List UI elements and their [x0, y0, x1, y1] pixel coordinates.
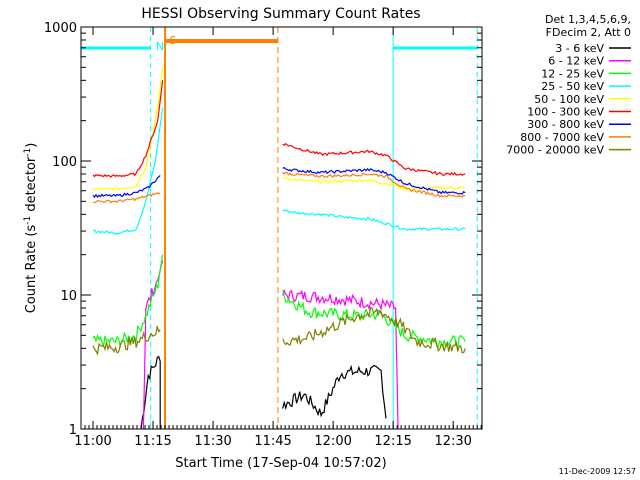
y-axis-label-sup2: -1: [23, 148, 33, 157]
series-line-5-seg-1: [282, 142, 466, 177]
y-axis-label: Count Rate (s-1 detector-1): [23, 143, 39, 314]
night-flag-label: N: [156, 40, 164, 53]
series-line-5-seg-0: [92, 80, 164, 178]
legend-label-6: 300 - 800 keV: [527, 118, 604, 131]
legend-label-0: 3 - 6 keV: [555, 42, 604, 55]
series-line-7-seg-1: [282, 171, 466, 198]
y-axis-label-part3: ): [24, 143, 39, 148]
series-line-6-seg-1: [282, 166, 466, 195]
series-line-4-seg-0: [92, 67, 164, 191]
y-axis-label-part1: Count Rate (s: [24, 225, 39, 314]
series-line-0-seg-1: [282, 364, 387, 419]
series-line-3-seg-1: [282, 209, 466, 232]
legend-label-7: 800 - 7000 keV: [520, 131, 604, 144]
legend-header-1: FDecim 2, Att 0: [546, 26, 631, 39]
legend-label-5: 100 - 300 keV: [527, 106, 604, 119]
x-tick-label-1: 11:15: [134, 434, 171, 449]
series-line-4-seg-1: [282, 176, 466, 191]
series-line-6-seg-0: [92, 175, 161, 199]
series-line-8-seg-0: [92, 326, 161, 356]
series-line-7-seg-0: [92, 192, 161, 204]
plot-area: [92, 67, 466, 430]
legend-label-2: 12 - 25 keV: [541, 67, 604, 80]
legend-header-0: Det 1,3,4,5,6,9,: [545, 13, 631, 26]
y-tick-label-3: 1000: [44, 21, 77, 36]
legend-label-4: 50 - 100 keV: [534, 93, 604, 106]
legend: Det 1,3,4,5,6,9,FDecim 2, Att 0 3 - 6 keV…: [506, 13, 631, 157]
series-line-3-seg-0: [92, 107, 164, 235]
legend-label-8: 7000 - 20000 keV: [506, 144, 604, 157]
series-line-1-seg-1: [282, 288, 399, 430]
axis-ticks: 11:00 11:15 11:30 11:45 12:00 12:15 12:30 1 10 10…: [44, 21, 482, 449]
y-axis-label-part2: detector: [24, 156, 39, 216]
footer-timestamp: 11-Dec-2009 12:57: [559, 467, 636, 476]
y-axis-label-sup1: -1: [23, 216, 33, 225]
plot-frame: [80, 26, 483, 430]
series-line-0-seg-0: [140, 355, 161, 430]
x-tick-label-6: 12:30: [434, 434, 471, 449]
y-tick-label-1: 10: [60, 289, 77, 304]
series-line-8-seg-1: [282, 306, 466, 354]
y-tick-label-2: 100: [52, 155, 77, 170]
x-tick-label-4: 12:00: [314, 434, 351, 449]
chart-title: HESSI Observing Summary Count Rates: [141, 6, 420, 22]
x-axis-label: Start Time (17-Sep-04 10:57:02): [175, 456, 386, 471]
series-line-2-seg-0: [92, 254, 164, 349]
saa-flag-label: S: [170, 34, 177, 47]
y-tick-label-0: 1: [69, 423, 77, 438]
x-tick-label-5: 12:15: [374, 434, 411, 449]
x-tick-label-0: 11:00: [74, 434, 111, 449]
x-tick-label-3: 11:45: [254, 434, 291, 449]
legend-label-1: 6 - 12 keV: [548, 55, 604, 68]
series-line-2-seg-1: [282, 290, 466, 350]
legend-label-3: 25 - 50 keV: [541, 80, 604, 93]
x-tick-label-2: 11:30: [194, 434, 231, 449]
